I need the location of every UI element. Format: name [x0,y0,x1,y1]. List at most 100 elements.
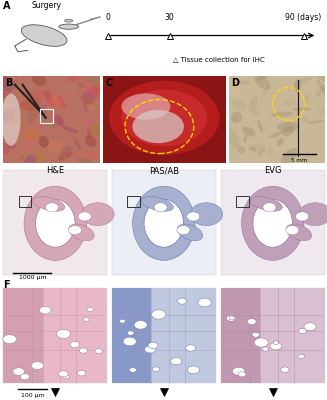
Ellipse shape [82,119,95,125]
Ellipse shape [0,86,11,98]
Ellipse shape [109,81,219,155]
Text: 30: 30 [165,13,175,22]
Ellipse shape [127,331,134,335]
Ellipse shape [305,94,309,102]
Ellipse shape [232,367,245,375]
Ellipse shape [133,186,195,260]
Ellipse shape [177,298,187,304]
Text: 0: 0 [106,13,110,22]
Ellipse shape [177,224,203,241]
Ellipse shape [262,347,269,351]
Ellipse shape [7,118,23,122]
Ellipse shape [249,144,262,150]
Ellipse shape [60,149,66,160]
Ellipse shape [83,318,90,322]
Ellipse shape [81,203,114,226]
Ellipse shape [227,129,240,148]
Ellipse shape [259,107,267,117]
Ellipse shape [281,148,298,164]
Ellipse shape [254,338,268,347]
Ellipse shape [0,72,13,86]
Ellipse shape [45,203,59,212]
Ellipse shape [35,102,46,112]
Ellipse shape [34,149,45,163]
Ellipse shape [59,24,78,29]
Ellipse shape [236,80,250,84]
Ellipse shape [32,103,45,113]
Ellipse shape [270,342,282,350]
Ellipse shape [70,342,80,348]
Bar [112,288,151,383]
Ellipse shape [1,108,13,115]
Ellipse shape [283,126,294,136]
Ellipse shape [77,82,86,88]
Ellipse shape [95,349,102,354]
Ellipse shape [257,120,263,132]
Ellipse shape [299,203,327,226]
Ellipse shape [86,104,95,112]
Ellipse shape [46,96,61,108]
Ellipse shape [83,97,88,107]
Ellipse shape [254,74,271,90]
Ellipse shape [123,337,136,346]
Ellipse shape [25,133,33,150]
Ellipse shape [33,197,65,211]
Ellipse shape [257,147,266,156]
Ellipse shape [129,368,136,372]
Ellipse shape [317,106,325,114]
Ellipse shape [271,112,293,117]
Ellipse shape [144,199,183,247]
Ellipse shape [229,316,235,320]
Ellipse shape [250,197,282,211]
Ellipse shape [148,342,158,349]
Text: Surgery: Surgery [31,1,61,10]
Ellipse shape [36,199,75,247]
Ellipse shape [253,199,292,247]
Bar [236,196,249,207]
Ellipse shape [43,90,51,99]
Ellipse shape [25,154,37,165]
Ellipse shape [249,147,257,152]
Ellipse shape [81,92,95,105]
Ellipse shape [153,367,160,372]
Ellipse shape [1,94,21,146]
Text: △ Tissue collection for IHC: △ Tissue collection for IHC [173,56,265,62]
Ellipse shape [0,143,10,155]
Text: D: D [231,78,239,88]
Ellipse shape [238,372,246,377]
Bar [3,288,43,383]
Ellipse shape [74,139,81,150]
Ellipse shape [87,129,91,138]
Ellipse shape [20,155,24,160]
Ellipse shape [119,319,125,323]
Ellipse shape [294,78,301,92]
Ellipse shape [71,89,77,97]
Ellipse shape [233,100,247,110]
Bar [40,109,53,123]
Ellipse shape [77,370,86,376]
Ellipse shape [78,212,91,221]
Ellipse shape [263,203,276,212]
Ellipse shape [29,109,33,114]
Ellipse shape [56,95,66,108]
Ellipse shape [68,226,81,235]
Ellipse shape [299,328,306,334]
Text: 100 μm: 100 μm [21,393,44,398]
Text: B: B [5,78,12,88]
Bar [112,170,216,274]
Ellipse shape [315,82,327,97]
Bar [128,196,140,207]
Ellipse shape [32,75,47,86]
Ellipse shape [20,100,36,111]
Ellipse shape [7,78,19,91]
Ellipse shape [190,203,223,226]
Ellipse shape [27,92,42,105]
Ellipse shape [47,140,65,154]
Ellipse shape [63,375,69,379]
Ellipse shape [187,212,200,221]
Ellipse shape [261,82,270,102]
Ellipse shape [231,112,242,123]
Bar [221,288,325,383]
Ellipse shape [281,367,289,372]
Ellipse shape [84,105,89,113]
